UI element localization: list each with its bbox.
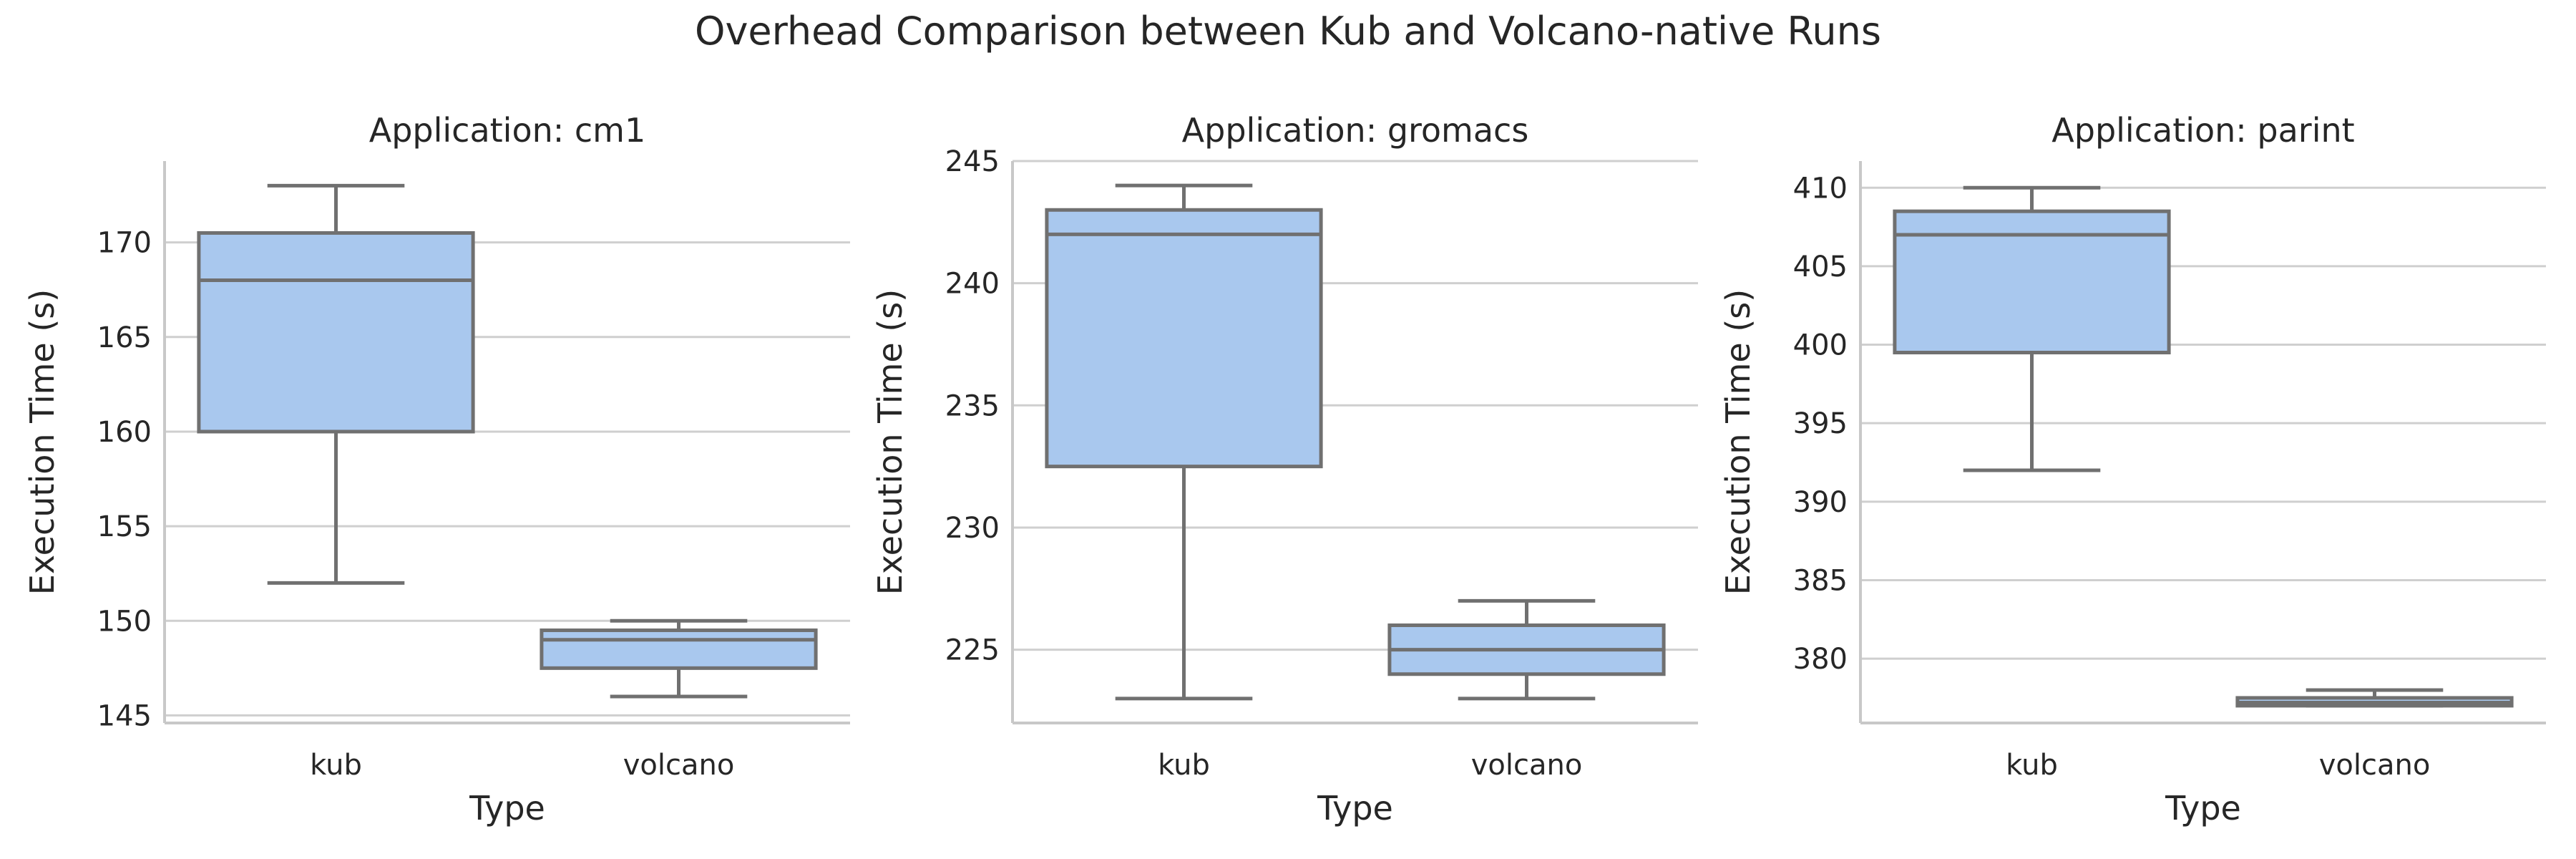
y-axis-label: Execution Time (s) [23,289,62,595]
y-tick-label: 170 [97,227,152,260]
x-axis-label: Type [2165,789,2241,828]
x-tick-label: kub [310,749,362,782]
box-kub [197,183,475,585]
y-axis-label: Execution Time (s) [871,289,909,595]
subplot-1: 145 150 155 160 165 170 Application: cm1 kub vol… [23,111,850,828]
subplot-title: Application: gromacs [1182,111,1529,150]
y-tick-label: 145 [97,699,152,732]
y-tick-label: 390 [1793,486,1848,519]
subplot-2: 225 230 235 240 245 Application: gromacs kub vo… [871,111,1698,828]
x-tick-label: kub [2006,749,2058,782]
y-tick-label: 245 [945,145,1000,178]
y-tick-label: 235 [945,389,1000,422]
x-axis-label: Type [469,789,545,828]
y-tick-label: 150 [97,605,152,638]
y-tick-label: 410 [1793,172,1848,205]
y-tick-label: 405 [1793,251,1848,283]
box-body [1893,209,2171,355]
y-tick-label: 240 [945,268,1000,301]
box-volcano [2235,688,2514,708]
subplot-title: Application: parint [2051,111,2354,150]
figure-title: Overhead Comparison between Kub and Volc… [695,9,1881,54]
box-body [540,628,818,670]
x-tick-label: volcano [623,749,735,782]
y-tick-label: 380 [1793,643,1848,676]
box-volcano [1387,598,1666,701]
y-tick-label: 165 [97,321,152,354]
box-body [1045,208,1323,469]
box-kub [1893,185,2171,472]
box-volcano [540,618,818,699]
y-tick-label: 230 [945,512,1000,545]
box-body [197,230,475,434]
box-kub [1045,183,1323,701]
y-tick-label: 225 [945,634,1000,667]
y-tick-label: 395 [1793,407,1848,440]
x-axis-label: Type [1317,789,1393,828]
y-tick-label: 400 [1793,329,1848,362]
y-tick-label: 155 [97,510,152,543]
y-tick-label: 160 [97,416,152,449]
y-axis-label: Execution Time (s) [1719,289,1757,595]
x-tick-label: volcano [2319,749,2431,782]
x-tick-label: volcano [1471,749,1583,782]
x-tick-label: kub [1158,749,1210,782]
subplot-3: 380 385 390 395 400 405 410 Application: parint… [1719,111,2546,828]
subplot-title: Application: cm1 [369,111,646,150]
y-tick-label: 385 [1793,564,1848,597]
